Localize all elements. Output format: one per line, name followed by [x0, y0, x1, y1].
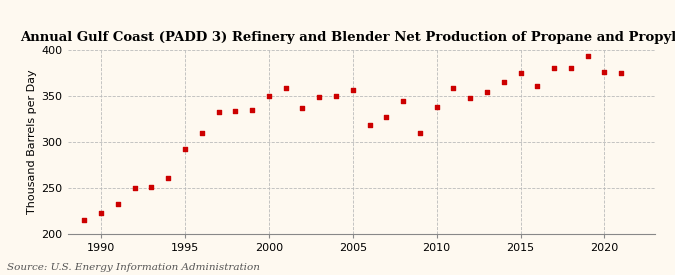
Point [583, 54, 593, 58]
Point [599, 69, 610, 74]
Y-axis label: Thousand Barrels per Day: Thousand Barrels per Day [28, 69, 37, 214]
Point [163, 176, 173, 181]
Point [549, 66, 560, 70]
Point [448, 86, 459, 90]
Title: Annual Gulf Coast (PADD 3) Refinery and Blender Net Production of Propane and Pr: Annual Gulf Coast (PADD 3) Refinery and … [20, 31, 675, 44]
Point [398, 99, 408, 103]
Point [566, 66, 576, 70]
Point [129, 185, 140, 190]
Point [297, 106, 308, 111]
Point [180, 147, 190, 151]
Point [113, 202, 124, 207]
Point [414, 131, 425, 136]
Point [348, 88, 358, 92]
Point [79, 218, 90, 222]
Text: Source: U.S. Energy Information Administration: Source: U.S. Energy Information Administ… [7, 263, 260, 272]
Point [96, 211, 107, 216]
Point [381, 115, 392, 119]
Point [331, 94, 342, 98]
Point [196, 131, 207, 136]
Point [213, 110, 224, 114]
Point [498, 79, 509, 84]
Point [263, 94, 274, 98]
Point [280, 86, 291, 90]
Point [146, 185, 157, 189]
Point [431, 104, 442, 109]
Point [364, 123, 375, 127]
Point [465, 96, 476, 101]
Point [616, 70, 626, 75]
Point [230, 109, 241, 113]
Point [246, 108, 257, 112]
Point [481, 90, 492, 94]
Point [314, 95, 325, 100]
Point [515, 70, 526, 75]
Point [532, 84, 543, 89]
